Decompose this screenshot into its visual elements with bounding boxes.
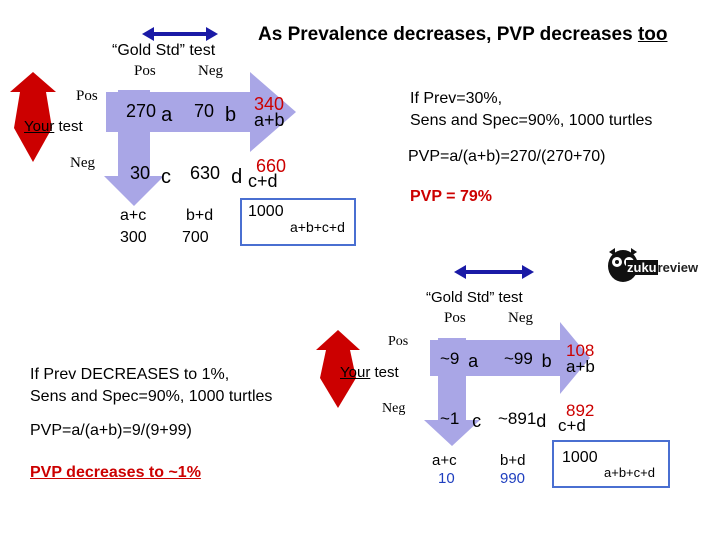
top-col-arrow-icon bbox=[104, 90, 164, 206]
bottom-col-arrow-icon bbox=[424, 338, 480, 446]
top-bd-label: b+d bbox=[186, 207, 214, 224]
top-ab-label: a+b bbox=[254, 110, 285, 130]
bottom-ab-value: 108 bbox=[566, 341, 595, 360]
bottom-note-line1: If Prev DECREASES to 1%, bbox=[30, 366, 230, 383]
bottom-cell-d: ~891d bbox=[498, 409, 547, 431]
bottom-gold-std-label: “Gold Std” test bbox=[426, 289, 523, 306]
top-cd-value: 660 bbox=[256, 156, 287, 176]
top-cell-a: 270 a bbox=[126, 101, 173, 126]
top-col-pos-header: Pos bbox=[134, 63, 156, 79]
bottom-total-label: a+b+c+d bbox=[604, 465, 655, 480]
bottom-col-pos-header: Pos bbox=[444, 310, 466, 326]
bottom-row-arrow-icon bbox=[430, 322, 590, 394]
bottom-left-red-arrow-icon bbox=[316, 330, 360, 408]
top-row-arrow-icon bbox=[106, 72, 296, 152]
bottom-ac-value: 10 bbox=[438, 470, 455, 487]
top-bd-value: 700 bbox=[182, 229, 209, 246]
top-left-red-arrow-icon bbox=[10, 72, 56, 162]
top-cell-c: 30 c bbox=[130, 163, 172, 188]
bottom-total-value: 1000 bbox=[562, 449, 598, 466]
top-total-box bbox=[240, 198, 356, 246]
bottom-bd-value: 990 bbox=[500, 470, 526, 487]
top-note-formula: PVP=a/(a+b)=270/(270+70) bbox=[408, 148, 606, 165]
top-your-test-label: Your test bbox=[24, 118, 83, 135]
top-cell-d: 630 d bbox=[190, 163, 243, 188]
top-total-value: 1000 bbox=[248, 203, 284, 220]
bottom-cd-value: 892 bbox=[566, 401, 595, 420]
bottom-ac-label: a+c bbox=[432, 452, 457, 469]
top-double-arrow-icon bbox=[142, 27, 218, 41]
top-cd-label: c+d bbox=[248, 171, 278, 191]
bottom-col-neg-header: Neg bbox=[508, 310, 533, 326]
title-text: As Prevalence decreases, PVP decreases bbox=[258, 24, 638, 45]
bottom-ab-label: a+b bbox=[566, 357, 595, 376]
top-note-line1: If Prev=30%, bbox=[410, 90, 503, 107]
bottom-cell-a: ~9 a bbox=[440, 349, 479, 371]
page-title: As Prevalence decreases, PVP decreases t… bbox=[258, 24, 667, 46]
bottom-double-arrow-icon bbox=[454, 265, 534, 279]
top-gold-std-label: “Gold Std” test bbox=[112, 42, 216, 59]
top-note-result: PVP = 79% bbox=[410, 188, 492, 205]
top-row-neg-header: Neg bbox=[70, 155, 95, 171]
bottom-bd-label: b+d bbox=[500, 452, 526, 469]
zukureview-logo: zukureview bbox=[606, 246, 698, 286]
bottom-cell-c: ~1 c bbox=[440, 409, 482, 431]
bottom-note-line2: Sens and Spec=90%, 1000 turtles bbox=[30, 388, 273, 405]
bottom-note-result: PVP decreases to ~1% bbox=[30, 464, 201, 481]
top-col-neg-header: Neg bbox=[198, 63, 223, 79]
bottom-row-pos-header: Pos bbox=[388, 334, 409, 349]
top-ab-value: 340 bbox=[254, 94, 285, 114]
bottom-note-formula: PVP=a/(a+b)=9/(9+99) bbox=[30, 422, 192, 439]
logo-text: zukureview bbox=[626, 260, 699, 275]
top-note-line2: Sens and Spec=90%, 1000 turtles bbox=[410, 112, 653, 129]
bottom-your-test-label: Your test bbox=[340, 364, 399, 381]
top-total-label: a+b+c+d bbox=[290, 219, 345, 235]
top-ac-value: 300 bbox=[120, 229, 147, 246]
bottom-cell-b: ~99 b bbox=[504, 349, 552, 371]
top-cell-b: 70 b bbox=[194, 101, 237, 126]
top-row-pos-header: Pos bbox=[76, 88, 98, 104]
title-emphasis: too bbox=[637, 24, 668, 45]
top-ac-label: a+c bbox=[120, 207, 147, 224]
bottom-total-box bbox=[552, 440, 670, 488]
bottom-cd-label: c+d bbox=[558, 416, 586, 435]
bottom-row-neg-header: Neg bbox=[382, 401, 406, 416]
